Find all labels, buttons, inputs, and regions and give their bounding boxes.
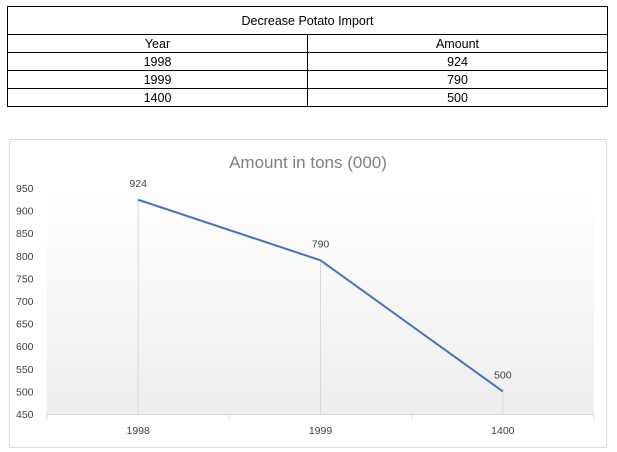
data-label: 924: [129, 178, 147, 190]
table-cell-year: 1999: [7, 70, 308, 89]
table-cell-year: 1400: [7, 88, 308, 107]
y-axis-labels: 950 900 850 800 750 700 650 600 550 500 450: [16, 183, 34, 421]
y-tick-label: 950: [16, 183, 34, 195]
column-header-amount: Amount: [307, 34, 608, 53]
chart-title: Amount in tons (000): [229, 153, 387, 172]
y-tick-label: 750: [16, 273, 34, 285]
y-tick-label: 650: [16, 319, 34, 331]
series-lines: [137, 198, 504, 393]
table-cell-amount: 500: [307, 88, 608, 107]
y-tick-label: 800: [16, 251, 34, 263]
y-tick-label: 900: [16, 206, 34, 218]
data-label: 500: [494, 369, 512, 381]
data-labels: 924 790 500: [129, 178, 511, 382]
table-cell-amount: 924: [307, 52, 608, 71]
line-chart: Amount in tons (000) 950 900 850 800 750 700 6…: [16, 153, 595, 437]
table-row: 1999 790: [7, 70, 608, 89]
x-tick-label: 1400: [491, 425, 515, 437]
x-tick-label: 1999: [309, 425, 333, 437]
y-tick-label: 550: [16, 364, 34, 376]
x-axis: 1998 1999 1400: [46, 414, 595, 437]
data-table: Decrease Potato Import Year Amount 1998 …: [7, 6, 608, 107]
y-tick-label: 500: [16, 386, 34, 398]
drop-lines: [137, 199, 504, 414]
table-cell-year: 1998: [7, 52, 308, 71]
series-line: [137, 198, 504, 393]
table-title: Decrease Potato Import: [7, 6, 608, 35]
data-label: 790: [312, 238, 330, 250]
table-row: 1400 500: [7, 88, 608, 107]
y-tick-label: 700: [16, 296, 34, 308]
y-tick-label: 850: [16, 228, 34, 240]
y-tick-label: 450: [16, 409, 34, 421]
table-row: 1998 924: [7, 52, 608, 71]
y-tick-label: 600: [16, 341, 34, 353]
x-tick-label: 1998: [126, 425, 150, 437]
chart-area: Amount in tons (000) 950 900 850 800 750 700 6…: [9, 139, 607, 448]
table-cell-amount: 790: [307, 70, 608, 89]
column-header-year: Year: [7, 34, 308, 53]
